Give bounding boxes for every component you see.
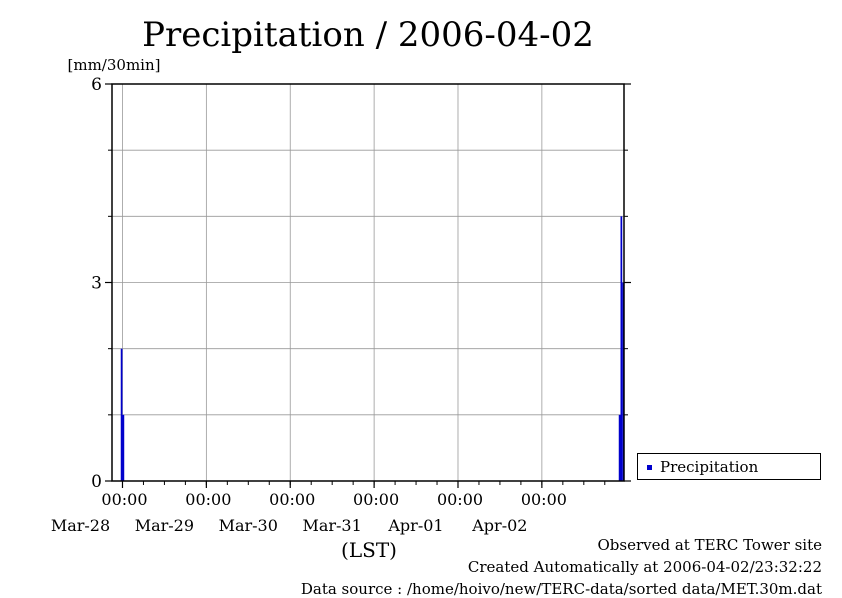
x-tick-label-time: 00:00 — [353, 490, 399, 509]
x-tick-label-date: Mar-30 — [219, 516, 278, 535]
x-tick-label-time: 00:00 — [269, 490, 315, 509]
x-tick-label-time: 00:00 — [185, 490, 231, 509]
x-axis-label: (LST) — [341, 538, 397, 562]
precipitation-bar — [122, 414, 125, 481]
precipitation-bars — [120, 216, 624, 482]
x-tick-label-time: 00:00 — [437, 490, 483, 509]
legend-marker-precipitation — [647, 465, 652, 470]
x-axis-ticks: 00:00 Mar-28 00:00 Mar-29 00:00 Mar-30 00:00 Ma… — [51, 481, 606, 535]
x-tick-label-date: Apr-02 — [471, 516, 527, 535]
chart-title: Precipitation / 2006-04-02 — [142, 15, 594, 55]
precipitation-bar — [620, 216, 623, 482]
x-tick-label-time: 00:00 — [101, 490, 147, 509]
x-tick-label-date: Mar-28 — [51, 516, 110, 535]
precipitation-bar — [618, 414, 621, 481]
data-source-note: Data source : /home/hoivo/new/TERC-data/… — [300, 580, 822, 598]
y-tick-label: 0 — [91, 472, 102, 492]
x-tick-label-date: Mar-29 — [135, 516, 194, 535]
created-note: Created Automatically at 2006-04-02/23:3… — [467, 558, 822, 576]
x-tick-label-date: Apr-01 — [387, 516, 443, 535]
precipitation-bar — [622, 282, 624, 481]
y-tick-label: 6 — [91, 75, 102, 95]
y-axis-ticks: 0 3 6 — [91, 75, 631, 492]
legend-label-precipitation: Precipitation — [660, 458, 759, 476]
legend: Precipitation — [637, 453, 821, 480]
x-tick-label-time: 00:00 — [521, 490, 567, 509]
y-tick-label: 3 — [91, 274, 102, 294]
grid-lines — [112, 84, 624, 481]
precipitation-bar — [120, 348, 123, 481]
x-tick-label-date: Mar-31 — [302, 516, 361, 535]
observed-note: Observed at TERC Tower site — [597, 536, 822, 554]
y-axis-label: [mm/30min] — [68, 56, 161, 74]
